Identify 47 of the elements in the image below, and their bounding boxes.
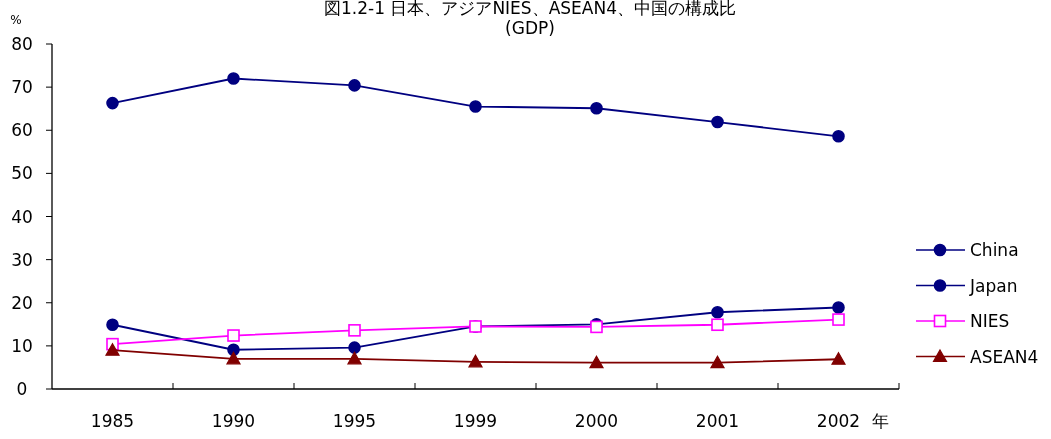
point <box>832 301 845 314</box>
y-axis-title: % <box>10 13 22 27</box>
point <box>348 324 361 337</box>
chart-subtitle: (GDP) <box>505 18 555 38</box>
x-tick-label: 1990 <box>211 411 256 431</box>
point <box>710 355 725 369</box>
y-tick-label: 60 <box>11 120 33 141</box>
x-tick-label: 1999 <box>453 411 498 431</box>
y-tick-label: 80 <box>11 34 33 54</box>
point <box>831 352 846 365</box>
x-tick-label: 2001 <box>695 411 740 431</box>
y-tick-label: 30 <box>11 249 33 270</box>
y-tick-label: 70 <box>11 77 33 98</box>
legend-label: NIES <box>970 311 1010 331</box>
y-tick-label: 40 <box>11 206 33 227</box>
y-tick-label: 20 <box>11 292 33 313</box>
point <box>106 96 119 110</box>
y-tick-label: 10 <box>11 335 33 356</box>
point <box>227 343 240 357</box>
point <box>348 341 361 354</box>
point <box>832 129 845 143</box>
point <box>226 351 241 365</box>
point <box>711 318 724 332</box>
x-tick-label: 1985 <box>90 411 135 431</box>
legend-label: ASEAN4 <box>970 346 1039 367</box>
point <box>106 318 119 332</box>
point <box>711 115 724 129</box>
point <box>469 100 482 113</box>
point <box>589 355 604 369</box>
chart-title: 図1.2-1 日本、アジアNIES、ASEAN4、中国の構成比 <box>324 0 736 18</box>
y-tick-label: 0 <box>16 379 28 399</box>
legend-label: China <box>970 240 1019 260</box>
point <box>348 79 361 92</box>
point <box>468 354 483 368</box>
x-tick-label: 1995 <box>332 411 377 431</box>
legend-label: Japan <box>969 275 1018 296</box>
y-tick-label: 50 <box>11 163 33 184</box>
point <box>347 351 362 365</box>
x-axis-title: 年 <box>872 411 889 431</box>
x-tick-label: 2002 <box>816 411 861 431</box>
x-tick-label: 2000 <box>574 411 619 431</box>
point <box>105 343 120 356</box>
point <box>227 72 240 85</box>
point <box>227 329 240 342</box>
point <box>711 305 724 319</box>
point <box>832 313 845 326</box>
point <box>590 101 603 115</box>
